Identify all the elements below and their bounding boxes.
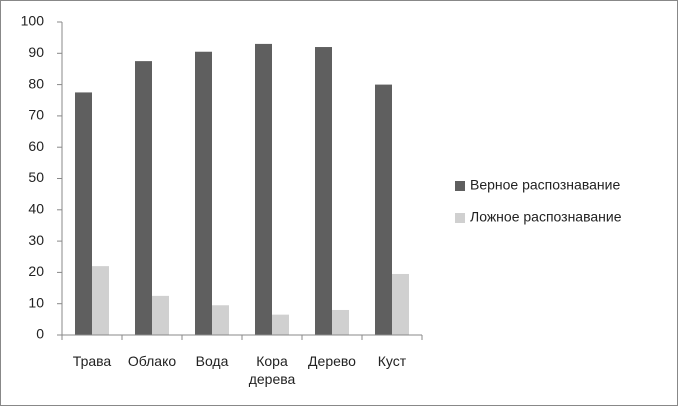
bar (375, 84, 392, 335)
y-tick-label: 100 (21, 13, 45, 29)
legend-swatch (455, 181, 465, 191)
y-tick-label: 90 (28, 44, 44, 60)
y-tick-label: 20 (28, 263, 44, 279)
x-tick-label: Дерево (308, 353, 356, 369)
x-tick-label: Трава (72, 353, 112, 369)
bar (92, 266, 109, 335)
x-tick-label: Облако (127, 353, 177, 369)
y-tick-label: 70 (28, 107, 44, 123)
bar (315, 47, 332, 335)
bar (212, 305, 229, 335)
legend-label: Ложное распознавание (470, 209, 622, 225)
y-tick-label: 60 (28, 138, 44, 154)
bar (195, 51, 212, 336)
y-tick-label: 0 (36, 326, 44, 342)
y-tick-label: 10 (28, 294, 44, 310)
bar (272, 314, 289, 335)
bar (255, 43, 272, 335)
y-tick-label: 30 (28, 232, 44, 248)
bar (332, 309, 349, 335)
bar (75, 92, 92, 335)
bar (392, 273, 409, 335)
y-tick-label: 40 (28, 201, 44, 217)
x-tick-label: Кора дерева (248, 353, 296, 387)
x-tick-label: Куст (377, 353, 407, 369)
y-tick-label: 50 (28, 169, 44, 185)
x-tick-label: Вода (195, 353, 229, 369)
legend-label: Верное распознавание (470, 177, 620, 193)
legend-swatch (455, 213, 465, 223)
bar (152, 295, 169, 335)
y-tick-label: 80 (28, 75, 44, 91)
bar (135, 61, 152, 335)
